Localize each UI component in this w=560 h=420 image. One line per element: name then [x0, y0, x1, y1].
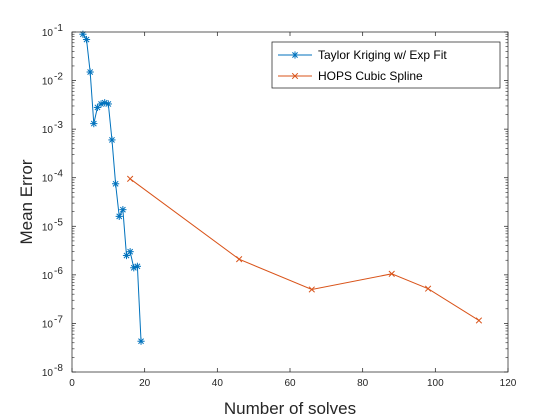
series-line-2	[129, 178, 480, 321]
legend-item-2: HOPS Cubic Spline	[278, 69, 423, 83]
data-point	[126, 248, 134, 256]
legend-marker	[292, 52, 298, 58]
data-point	[475, 317, 483, 324]
data-point	[112, 180, 120, 188]
y-tick-label: 10	[42, 368, 54, 379]
legend-label: Taylor Kriging w/ Exp Fit	[318, 48, 447, 62]
x-tick-label: 40	[212, 378, 224, 389]
y-tick-label: 10	[42, 222, 54, 233]
y-tick-exponent: -8	[54, 363, 63, 374]
y-tick-exponent: -3	[54, 120, 63, 131]
series-layer	[79, 30, 483, 345]
y-tick-label: 10	[42, 319, 54, 330]
y-tick-label: 10	[42, 174, 54, 185]
y-tick-exponent: -2	[54, 72, 63, 83]
y-tick-exponent: -7	[54, 314, 63, 325]
data-point	[308, 286, 315, 293]
x-tick-label: 100	[427, 378, 444, 389]
data-point	[388, 270, 395, 277]
data-point	[137, 337, 145, 345]
plot-area	[72, 32, 508, 372]
data-point	[108, 136, 116, 144]
x-tick-label: 20	[139, 378, 151, 389]
y-tick-exponent: -4	[54, 169, 63, 180]
legend-box	[271, 41, 501, 89]
data-point	[235, 256, 243, 263]
data-point	[86, 68, 94, 76]
data-point	[126, 175, 134, 182]
legend: Taylor Kriging w/ Exp Fit HOPS Cubic Spli…	[271, 41, 501, 89]
data-point	[82, 35, 91, 44]
legend-label: HOPS Cubic Spline	[318, 69, 423, 83]
x-axis-title: Number of solves	[224, 399, 356, 418]
data-point	[79, 30, 87, 38]
data-point	[90, 120, 98, 128]
y-tick-label: 10	[42, 28, 54, 39]
y-tick-label: 10	[42, 77, 54, 88]
data-point	[119, 206, 127, 214]
y-tick-label: 10	[42, 125, 54, 136]
y-tick-label: 10	[42, 271, 54, 282]
data-point	[104, 100, 112, 108]
data-point	[133, 262, 141, 270]
x-tick-label: 80	[357, 378, 369, 389]
legend-item-1: Taylor Kriging w/ Exp Fit	[278, 48, 447, 62]
data-point	[115, 212, 123, 220]
x-tick-label: 0	[69, 378, 75, 389]
x-tick-label: 120	[500, 378, 517, 389]
data-point	[424, 285, 432, 292]
y-tick-exponent: -5	[54, 217, 63, 228]
legend-marker	[291, 72, 299, 80]
y-tick-exponent: -1	[54, 23, 63, 34]
y-tick-exponent: -6	[54, 266, 63, 277]
x-tick-label: 60	[284, 378, 296, 389]
y-axis-title: Mean Error	[17, 159, 36, 244]
